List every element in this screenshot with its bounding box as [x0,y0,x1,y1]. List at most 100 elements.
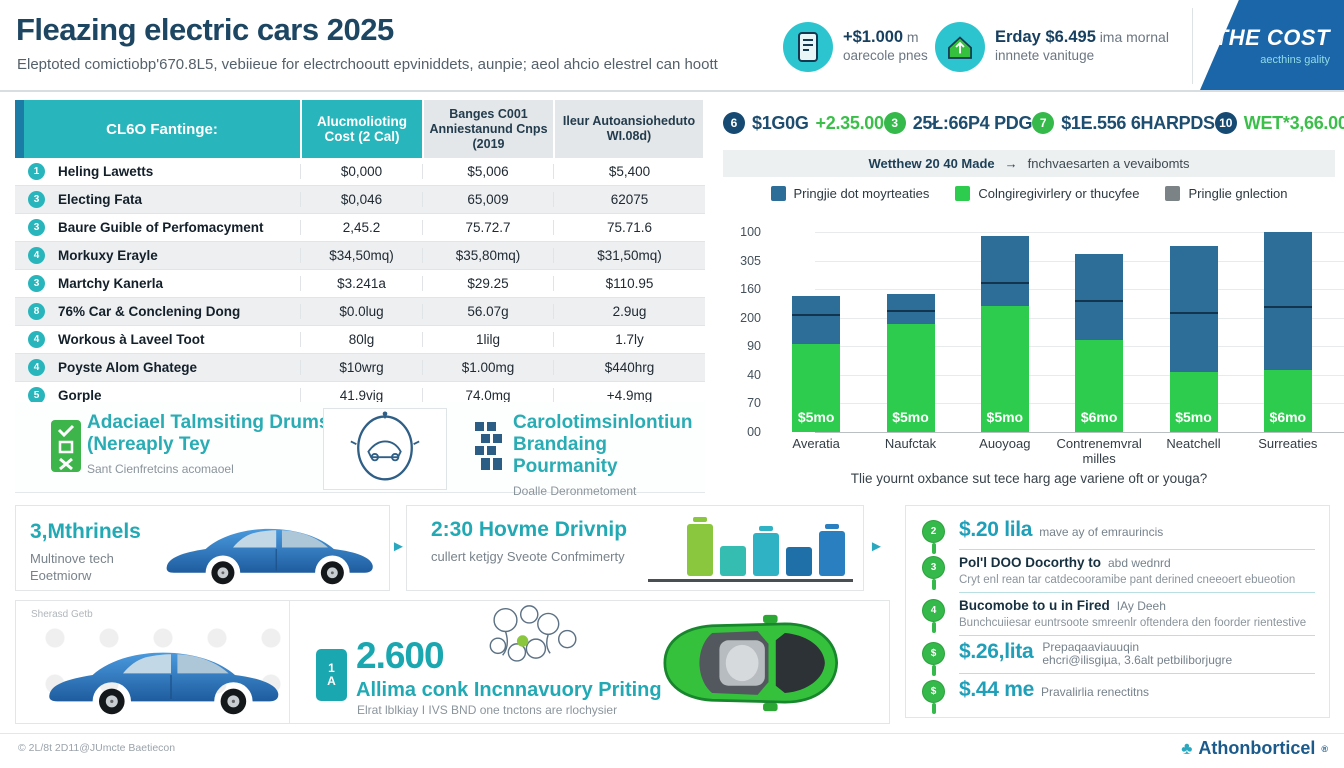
y-tick-label: 90 [747,339,761,354]
legend-label: Pringlie gnlection [1188,186,1288,201]
cost-ribbon: THE COST aecthins gality [1200,0,1344,90]
pin-number: $ [922,679,945,703]
battery-cap [825,524,839,529]
logo-icon: ♣ [1181,738,1193,758]
promo-divider [289,601,290,723]
row-value: $3.241a [300,276,422,291]
cost-table-header: CL6O Fantinge: Alucmolioting Cost (2 Cal… [15,100,705,158]
row-value: 41.9vig [300,388,422,403]
row-label: 76% Car & Conclening Dong [58,304,241,319]
legend-item: Pringjie dot moyrteaties [770,186,929,201]
stat-value: $1G0G [752,112,809,133]
checklist-icon [51,420,81,477]
feature-subtitle: Sant Cienfretcins acomaoel [87,462,234,476]
row-number-badge: 5 [28,387,45,404]
feature-title: (Nereaply Tey [87,434,211,455]
row-number-badge: 1 [28,163,45,180]
stat-value: 25Ł:66P4 PDG [912,112,1033,133]
bar-segment-green [886,324,935,432]
feature-subtitle: Doalle Deronmetoment [513,484,637,498]
badge-line: 1 [328,661,335,675]
chart-plot: $5mo $5mo $5mo $6mo $5mo $6mo [769,232,1344,433]
bar-segment-green [1169,372,1218,432]
bar-segment-green [980,306,1029,432]
battery-block [786,547,812,576]
promo-number: 2.600 [356,635,445,676]
stat-number-badge: 3 [883,112,906,134]
bar-marker-line [886,309,935,312]
list-item-line: Bucomobe to u in Fired IAy Deeh [959,597,1315,615]
x-tick-label: Naufctak [884,436,937,451]
row-value: 56.07g [422,304,553,319]
arrow-right-icon: → [1004,156,1018,171]
battery-body [720,546,746,576]
pin-marker-icon: $ [922,640,945,678]
card-text: Eoetmiorw [30,568,92,583]
row-value: $31,50mq) [553,248,705,263]
row-value: $110.95 [553,276,705,291]
battery-block [687,517,713,576]
stat-value: +$1.000 [843,28,904,46]
stat-value: WET*3,66.00 [1243,112,1344,133]
pin-number: 2 [922,520,945,543]
promo-label: Sherasd Getb [31,609,93,620]
stat-item: 3 25Ł:66P4 PDG [883,112,1033,134]
card-title: 3,Mthrinels [30,520,141,543]
list-item-content: $.26,lita Prepaqaaviauuqin ehcri@ilisgiµa,… [959,640,1315,674]
row-value: $5,006 [422,164,553,179]
blue-car-image [155,513,383,585]
stat-item: 6 $1G0G +2.35.00 [723,112,884,134]
bar-marker-line [1169,311,1218,314]
subheader-bold: Wetthew 20 40 Made [868,156,995,171]
header-accent-bar [15,100,24,158]
column-header: CL6O Fantinge: [24,100,300,158]
gridline [815,232,1344,233]
bar-segment-green [1075,340,1124,432]
battery-baseline [648,579,853,582]
bar-label: $5mo [986,409,1024,425]
stat-number-badge: 10 [1214,112,1237,134]
chart-bar: $5mo [886,294,935,432]
header-stat-daily: Erday $6.495 ima mornal innnete vanituge [935,22,1169,72]
row-label: Gorple [58,388,102,403]
row-label: Electing Fata [58,192,143,207]
list-item-note: mave ay of emraurincis [1039,525,1164,539]
row-number-badge: 8 [28,303,45,320]
row-value: 1.7ly [553,332,705,347]
bar-label: $5mo [797,409,835,425]
table-row: 4 Morkuxy Erayle $34,50mq) $35,80mq) $31,50m… [15,242,705,270]
stat-value: $1E.556 6HARPDS [1061,112,1215,133]
x-tick-label: Contrenemvral milles [1056,436,1142,466]
header-rule [0,90,1344,92]
pin-stem [931,543,936,554]
legend-swatch [770,186,786,201]
list-item-content: $.20 lila mave ay of emraurincis [959,518,1315,550]
list-item-content: $.44 me Pravalirlia renectitns [959,678,1315,710]
list-item-title: $.20 lila [959,518,1033,541]
column-header: Ileur Autoansioheduto WI.08d) [553,100,703,158]
list-item: $ $.26,lita Prepaqaaviauuqin ehcri@ilisgiµa… [922,640,1315,678]
chart-caption: Tlie yournt oxbance sut tece harg age va… [850,471,1208,486]
table-row: 3 Electing Fata $0,046 65,009 62075 [15,186,705,214]
feature-title: Carolotimsinlontiun [513,412,693,433]
tips-card: 2 $.20 lila mave ay of emraurincis 3 Pol'l D… [905,505,1330,718]
price-tag-icon: 1 A [316,649,347,701]
stat-suffix: m [906,29,919,45]
row-value: $29.25 [422,276,553,291]
battery-cap [693,517,707,522]
phone-icon [783,22,833,72]
list-item-note: IAy Deeh [1116,599,1166,613]
card-models: 3,Mthrinels Multinove tech Eoetmiorw [15,505,390,591]
list-item-note: Pravalirlia renectitns [1040,684,1150,699]
row-value: 1lilg [422,332,553,347]
bar-label: $6mo [1269,409,1307,425]
list-item: 4 Bucomobe to u in Fired IAy Deeh Bunchcuii… [922,597,1315,640]
list-item: $ $.44 me Pravalirlia renectitns [922,678,1315,714]
row-value: 75.72.7 [422,220,553,235]
list-item-line: $.20 lila mave ay of emraurincis [959,518,1315,542]
right-stats-row: 6 $1G0G +2.35.00 3 25Ł:66P4 PDG 7 $1E.556 6HAR… [723,112,1344,134]
stat-label: innnete vanituge [995,48,1095,63]
row-number-cell: 3 [15,191,58,208]
y-tick-label: 305 [740,253,761,268]
chart-subheader: Wetthew 20 40 Made → fnchvaesarten a vev… [723,150,1335,177]
